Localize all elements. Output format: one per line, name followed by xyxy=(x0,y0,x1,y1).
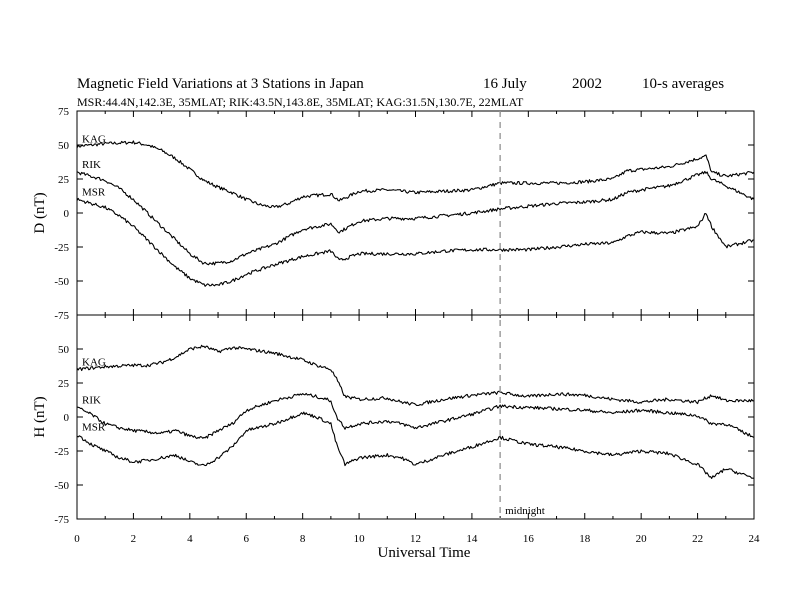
x-tick-label: 24 xyxy=(749,533,761,545)
y-tick-label: 0 xyxy=(64,412,70,424)
y-tick-label: 0 xyxy=(64,208,70,220)
series-label-msr: MSR xyxy=(82,422,106,434)
series-label-kag: KAG xyxy=(82,133,106,145)
y-tick-label: -75 xyxy=(54,310,69,322)
midnight-marker-label: midnight xyxy=(505,505,545,517)
series-label-kag: KAG xyxy=(82,356,106,368)
x-tick-label: 16 xyxy=(523,533,535,545)
chart-title: Magnetic Field Variations at 3 Stations … xyxy=(77,76,364,92)
panel-frame-0 xyxy=(76,110,755,316)
series-line-rik xyxy=(76,170,755,266)
x-axis-label: Universal Time xyxy=(378,545,471,561)
series-line-kag xyxy=(76,140,755,209)
chart-averaging: 10-s averages xyxy=(642,76,724,92)
y-tick-label: 25 xyxy=(58,378,70,390)
y-tick-label: -25 xyxy=(54,446,69,458)
series-line-msr xyxy=(76,411,754,479)
station-coordinates: MSR:44.4N,142.3E, 35MLAT; RIK:43.5N,143.… xyxy=(77,95,524,109)
y-tick-label: 25 xyxy=(58,174,70,186)
series-line-msr xyxy=(76,197,755,287)
y-tick-label: 50 xyxy=(58,140,70,152)
x-tick-label: 4 xyxy=(187,533,193,545)
x-tick-label: 14 xyxy=(466,533,478,545)
panel-frame-1 xyxy=(76,314,755,520)
chart-date: 16 July xyxy=(483,76,527,92)
x-tick-label: 18 xyxy=(579,533,591,545)
y-axis-label: D (nT) xyxy=(32,192,48,233)
y-tick-label: -25 xyxy=(54,242,69,254)
x-tick-label: 22 xyxy=(692,533,703,545)
x-tick-label: 12 xyxy=(410,533,421,545)
series-line-rik xyxy=(76,392,755,440)
series-label-rik: RIK xyxy=(82,159,101,171)
x-tick-label: 8 xyxy=(300,533,306,545)
series-label-rik: RIK xyxy=(82,394,101,406)
series-label-msr: MSR xyxy=(82,186,106,198)
x-tick-label: 0 xyxy=(74,533,80,545)
x-tick-label: 10 xyxy=(354,533,366,545)
y-tick-label: 50 xyxy=(58,344,70,356)
y-axis-label: H (nT) xyxy=(32,396,48,437)
chart-year: 2002 xyxy=(572,76,602,92)
x-tick-label: 6 xyxy=(244,533,250,545)
y-tick-label: -75 xyxy=(54,514,69,526)
y-tick-label: 75 xyxy=(58,106,70,118)
y-tick-label: -50 xyxy=(54,480,69,492)
x-tick-label: 2 xyxy=(131,533,137,545)
x-tick-label: 20 xyxy=(636,533,648,545)
series-line-kag xyxy=(76,344,755,407)
plot-layer: 75 50 25 0 -25 -50 -75 D (nT) KAG RIK MSR 50 25 0 -25 -… xyxy=(32,106,760,545)
y-tick-label: -50 xyxy=(54,276,69,288)
